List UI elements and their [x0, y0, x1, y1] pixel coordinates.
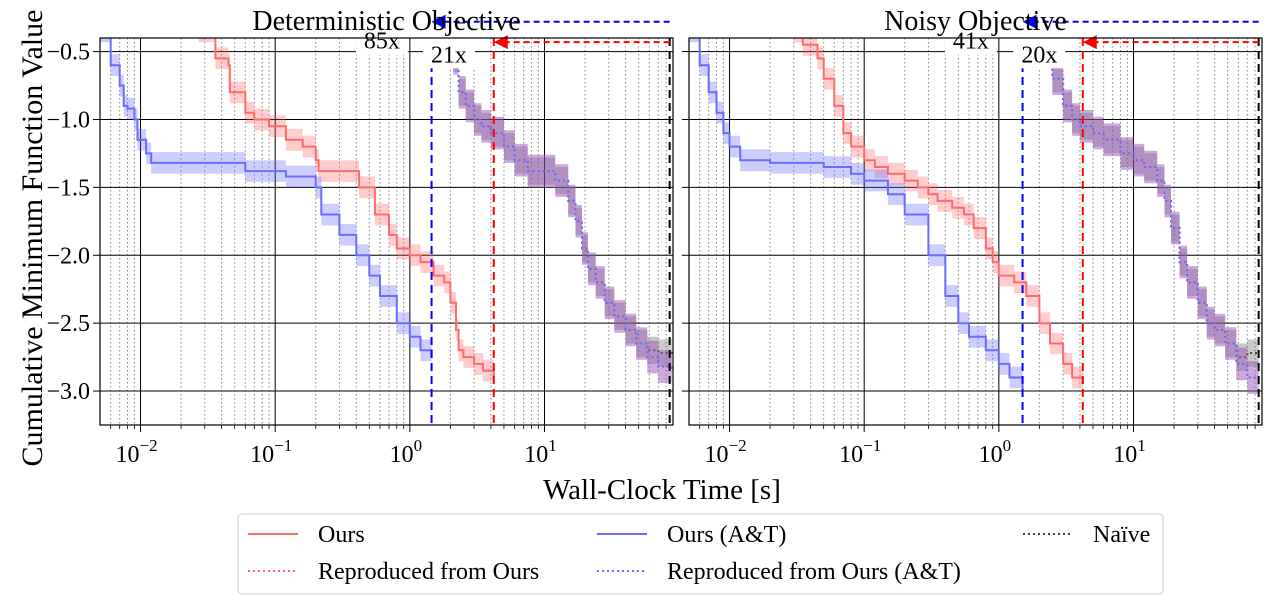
axes-frame — [688, 37, 1263, 426]
series-line-reproduced-from-ours-a-t- — [452, 38, 673, 372]
legend: Ours Reproduced from Ours Ours (A&T) Reprod… — [237, 513, 1164, 595]
speedup-label: 20x — [1021, 42, 1057, 68]
y-tick-label: −0.5 — [46, 40, 90, 66]
major-grid — [93, 38, 673, 432]
speedup-label-box — [1013, 38, 1066, 69]
series-line-ours — [801, 38, 1084, 385]
band-reproduced-from-ours — [1045, 38, 1259, 401]
speedup-label-box — [944, 24, 997, 55]
band-reproduced-from-ours-a-t- — [447, 38, 672, 389]
y-tick-label: −1.0 — [46, 107, 90, 133]
deterministic-objective-panel: 85x 21x Deterministic Objective 10−2 10−1 100… — [46, 6, 674, 468]
band-reproduced-from-ours — [447, 38, 672, 389]
band-na-ve — [447, 38, 672, 370]
plot-area — [100, 38, 673, 389]
x-tick-label: 101 — [1113, 436, 1146, 468]
series-line-ours — [214, 38, 495, 378]
legend-label: Reproduced from Ours (A&T) — [667, 559, 961, 585]
series-line-na-ve — [1051, 38, 1259, 359]
y-tick-label: −2.0 — [46, 243, 90, 269]
x-tick-label: 101 — [524, 436, 557, 468]
speedup-arrow-head — [1022, 14, 1037, 29]
x-axis-label: Wall-Clock Time [s] — [543, 474, 781, 506]
series-line-ours-a-t- — [109, 38, 433, 358]
speedup-label-box — [422, 38, 475, 69]
legend-label: Reproduced from Ours — [318, 559, 539, 585]
band-na-ve — [1045, 38, 1259, 371]
band-ours — [198, 38, 494, 389]
series-line-ours-a-t- — [698, 38, 1024, 392]
speedup-label-box — [355, 24, 408, 55]
panel-title: Deterministic Objective — [252, 6, 520, 37]
plot-area — [689, 38, 1260, 402]
legend-label: Ours — [318, 522, 365, 548]
speedup-label: 21x — [431, 42, 467, 68]
x-tick-label: 100 — [979, 436, 1012, 468]
legend-label: Naïve — [1093, 522, 1150, 548]
band-ours-a-t- — [100, 38, 432, 368]
panel-title: Noisy Objective — [884, 6, 1067, 37]
speedup-arrow-head — [431, 14, 446, 29]
speedup-arrow-head — [493, 35, 508, 50]
speedup-arrow-head — [1082, 35, 1097, 50]
axes-frame — [99, 37, 674, 426]
y-axis-label: Cumulative Minimum Function Value — [16, 10, 49, 467]
x-tick-label: 10−2 — [704, 436, 746, 468]
x-tick-label: 10−1 — [839, 436, 881, 468]
y-tick-label: −3.0 — [46, 379, 90, 405]
speedup-label: 41x — [953, 29, 989, 55]
y-tick-label: −1.5 — [46, 175, 90, 201]
y-tick-label: −2.5 — [46, 311, 90, 337]
noisy-objective-panel: 41x 20x Noisy Objective 10−2 10−1 100 101 — [682, 6, 1263, 468]
speedup-label: 85x — [364, 29, 400, 55]
x-tick-label: 10−2 — [115, 436, 157, 468]
band-reproduced-from-ours-a-t- — [1045, 38, 1259, 401]
series-line-reproduced-from-ours — [452, 38, 673, 372]
x-tick-label: 10−1 — [250, 436, 292, 468]
x-tick-label: 100 — [390, 436, 423, 468]
legend-frame — [237, 513, 1164, 595]
legend-label: Ours (A&T) — [667, 522, 786, 548]
